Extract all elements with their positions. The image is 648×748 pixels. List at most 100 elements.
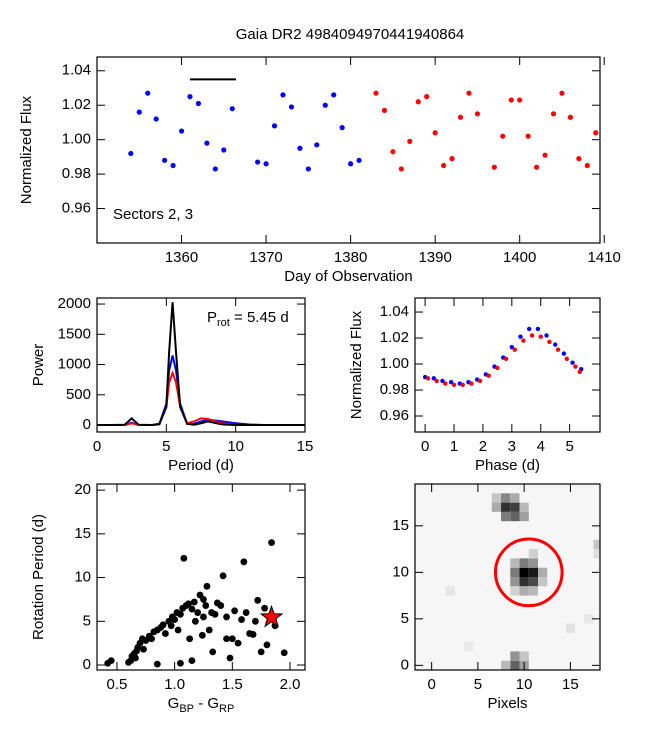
data-point [448, 380, 454, 385]
data-point [555, 347, 561, 352]
annotation-part: P [207, 309, 217, 326]
data-point [140, 645, 147, 653]
y-tick-label: 1500 [58, 325, 91, 342]
x-tick-label: 0.5 [107, 676, 128, 693]
data-point [547, 339, 552, 345]
data-point [431, 376, 436, 381]
data-point [190, 598, 198, 606]
pixel [519, 502, 529, 512]
y-tick-label: 500 [66, 386, 91, 403]
data-point [107, 657, 115, 665]
x-axis-label: Pixels [487, 695, 527, 712]
data-point [159, 621, 167, 629]
y-tick-label: 0 [83, 656, 91, 673]
pixel [510, 660, 520, 670]
data-point [491, 164, 497, 170]
data-point [288, 104, 295, 110]
data-point [223, 613, 230, 621]
data-point [561, 351, 567, 356]
data-point [162, 157, 168, 163]
data-point [231, 607, 239, 615]
data-point [356, 157, 362, 163]
data-point [567, 114, 574, 120]
pixel [528, 586, 539, 596]
data-point [331, 92, 337, 98]
data-point [242, 609, 250, 616]
data-point [188, 657, 196, 665]
y-tick-label: 0 [83, 416, 91, 433]
plot-frame [96, 483, 306, 671]
data-point [535, 326, 541, 332]
annotation-part: rot [217, 317, 230, 329]
pixel [565, 623, 576, 633]
pixel [519, 567, 529, 577]
data-point [185, 600, 192, 608]
data-point [415, 99, 421, 105]
pixel [519, 577, 529, 587]
x-axis-label-part: RP [219, 703, 234, 715]
data-point [240, 558, 248, 566]
x-tick-label: 2 [479, 438, 487, 455]
pixel [501, 660, 511, 670]
x-tick-label: 1410 [588, 249, 621, 266]
y-tick-label: 0 [401, 656, 409, 673]
data-point [261, 604, 269, 612]
data-point [457, 114, 464, 120]
data-point [186, 635, 194, 643]
data-point [474, 111, 481, 117]
chart-title: Gaia DR2 4984094970441940864 [236, 26, 465, 43]
y-tick-label: 2000 [58, 295, 91, 312]
data-point [297, 145, 303, 151]
data-point [271, 123, 278, 129]
x-tick-label: 10 [227, 438, 244, 455]
x-tick-label: 1.0 [164, 676, 185, 693]
data-point [212, 166, 218, 172]
pixel [593, 549, 600, 559]
x-axis-label: Phase (d) [475, 457, 540, 474]
data-point [508, 97, 514, 103]
pixel [528, 549, 539, 559]
x-axis-label: Period (d) [168, 457, 234, 474]
data-point [171, 616, 179, 623]
data-point [552, 342, 558, 347]
data-point [136, 109, 142, 115]
data-point [570, 360, 575, 365]
data-point [526, 326, 532, 332]
pixel [528, 558, 539, 568]
y-tick-label: 10 [392, 563, 409, 580]
pixel [519, 558, 529, 568]
pixel [464, 642, 474, 652]
x-tick-label: 4 [537, 438, 545, 455]
data-point [148, 635, 155, 643]
x-tick-label: 0 [93, 438, 101, 455]
data-point [348, 161, 354, 167]
y-tick-label: 10 [74, 569, 91, 586]
pixel [538, 567, 548, 577]
pixel [501, 511, 511, 522]
pixel [528, 567, 539, 577]
data-point [529, 333, 535, 338]
plot-frame [96, 56, 601, 244]
annotation: Sectors 2, 3 [113, 206, 193, 223]
plot-frame [414, 297, 601, 433]
x-tick-label: 5 [474, 676, 482, 693]
data-point [192, 617, 199, 625]
pixel [528, 577, 539, 587]
data-point [432, 130, 438, 136]
x-axis-label-part: BP [179, 703, 194, 715]
pixel [510, 567, 520, 577]
data-point [486, 373, 491, 378]
y-tick-label: 0.96 [62, 200, 91, 217]
data-point [538, 334, 543, 339]
data-point [443, 381, 448, 386]
y-tick-label: 1.04 [380, 303, 409, 320]
data-point [441, 162, 447, 169]
pixel [510, 577, 520, 587]
data-point [132, 654, 139, 662]
x-axis-label-part: - G [194, 695, 219, 712]
y-axis-label: Power [30, 344, 47, 387]
y-tick-label: 0.98 [380, 381, 409, 398]
y-tick-label: 15 [392, 517, 409, 534]
pixel [491, 493, 502, 503]
data-point [200, 613, 207, 621]
